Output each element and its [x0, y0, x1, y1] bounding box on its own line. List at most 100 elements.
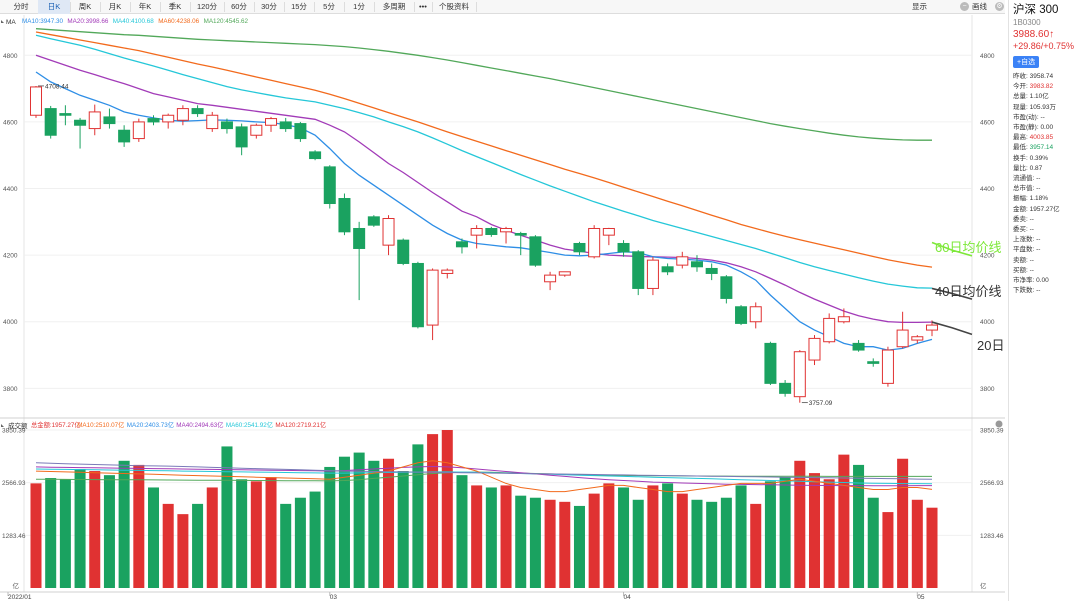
candle-down[interactable]: [353, 227, 366, 249]
volume-bar[interactable]: [882, 512, 894, 588]
volume-bar[interactable]: [412, 444, 424, 588]
volume-bar[interactable]: [265, 477, 277, 588]
volume-bar[interactable]: [397, 471, 409, 588]
candle-up[interactable]: [500, 227, 513, 233]
candle-up[interactable]: [676, 256, 689, 266]
volume-bar[interactable]: [236, 479, 248, 588]
candle-up[interactable]: [426, 269, 439, 326]
volume-bar[interactable]: [177, 514, 189, 588]
volume-bar[interactable]: [74, 468, 86, 588]
volume-bar[interactable]: [103, 475, 115, 588]
tab-2[interactable]: 周K: [78, 2, 92, 11]
candle-down[interactable]: [735, 306, 748, 324]
volume-bar[interactable]: [118, 460, 130, 588]
candle-up[interactable]: [470, 227, 483, 236]
candle-up[interactable]: [925, 324, 939, 331]
volume-bar[interactable]: [867, 497, 879, 588]
candle-down[interactable]: [867, 361, 880, 364]
candle-down[interactable]: [411, 262, 424, 328]
volume-bar[interactable]: [706, 501, 718, 588]
candle-down[interactable]: [220, 121, 233, 130]
candle-up[interactable]: [544, 274, 557, 283]
candle-up[interactable]: [588, 227, 601, 258]
volume-bar[interactable]: [280, 503, 292, 588]
candle-down[interactable]: [147, 118, 160, 123]
candle-up[interactable]: [896, 329, 909, 348]
candle-up[interactable]: [176, 108, 189, 121]
tab-1[interactable]: 日K: [38, 0, 70, 14]
volume-bar[interactable]: [588, 493, 600, 588]
candle-down[interactable]: [118, 129, 131, 143]
candle-down[interactable]: [397, 239, 410, 264]
volume-bar[interactable]: [353, 452, 365, 588]
tab-13[interactable]: •••: [419, 2, 427, 11]
candle-down[interactable]: [59, 113, 72, 116]
volume-bar[interactable]: [662, 483, 674, 588]
candle-down[interactable]: [720, 276, 733, 299]
volume-bar[interactable]: [647, 485, 659, 588]
kline-chart[interactable]: 4800 4800 4600 4600 4400 4400 4200 4200 4000 4000…: [0, 0, 1005, 601]
candle-down[interactable]: [617, 242, 630, 253]
candle-up[interactable]: [881, 349, 894, 384]
collapse-arrow-icon[interactable]: [1, 20, 4, 23]
candle-up[interactable]: [823, 317, 836, 343]
volume-bar[interactable]: [162, 503, 174, 588]
candle-down[interactable]: [764, 342, 777, 384]
candle-down[interactable]: [852, 342, 865, 351]
volume-bar[interactable]: [309, 491, 321, 588]
volume-bar[interactable]: [720, 497, 732, 588]
candle-up[interactable]: [808, 337, 821, 361]
candle-down[interactable]: [309, 151, 322, 160]
candle-down[interactable]: [235, 126, 248, 148]
add-watchlist-button[interactable]: +自选: [1013, 56, 1040, 68]
tab-4[interactable]: 年K: [138, 2, 152, 11]
volume-bar[interactable]: [324, 466, 336, 588]
candle-up[interactable]: [206, 114, 219, 130]
tab-8[interactable]: 30分: [261, 2, 277, 11]
candle-up[interactable]: [441, 269, 454, 274]
tab-9[interactable]: 15分: [291, 2, 307, 11]
volume-bar[interactable]: [529, 497, 541, 588]
volume-bar[interactable]: [192, 503, 204, 588]
candle-up[interactable]: [265, 118, 278, 126]
volume-bar[interactable]: [250, 481, 262, 588]
volume-bar[interactable]: [30, 483, 42, 588]
volume-bar[interactable]: [573, 505, 585, 588]
candle-down[interactable]: [44, 108, 57, 136]
volume-bar[interactable]: [735, 485, 747, 588]
volume-bar[interactable]: [838, 454, 850, 588]
candle-down[interactable]: [485, 227, 498, 235]
volume-bar[interactable]: [89, 471, 101, 588]
volume-bar[interactable]: [823, 479, 835, 588]
candle-up[interactable]: [558, 271, 571, 276]
candle-up[interactable]: [602, 227, 615, 236]
candle-down[interactable]: [705, 267, 718, 274]
volume-bar[interactable]: [441, 430, 453, 588]
tab-11[interactable]: 1分: [353, 2, 365, 11]
volume-bar[interactable]: [338, 456, 350, 588]
volume-bar[interactable]: [632, 499, 644, 588]
volume-bar[interactable]: [794, 460, 806, 588]
candle-down[interactable]: [294, 123, 307, 140]
candle-down[interactable]: [661, 266, 674, 273]
volume-bar[interactable]: [808, 473, 820, 588]
volume-bar[interactable]: [559, 501, 571, 588]
candle-down[interactable]: [455, 241, 468, 248]
candle-up[interactable]: [132, 121, 145, 140]
volume-settings-icon[interactable]: [995, 420, 1003, 428]
volume-bar[interactable]: [691, 499, 703, 588]
candle-down[interactable]: [632, 251, 645, 289]
volume-bar[interactable]: [926, 507, 938, 588]
candle-up[interactable]: [162, 114, 175, 123]
tab-10[interactable]: 5分: [323, 2, 335, 11]
candle-down[interactable]: [573, 242, 586, 253]
volume-bar[interactable]: [456, 475, 468, 588]
volume-bar[interactable]: [500, 485, 512, 588]
tab-5[interactable]: 季K: [168, 2, 182, 11]
volume-bar[interactable]: [59, 479, 71, 588]
volume-bar[interactable]: [897, 458, 909, 588]
tab-6[interactable]: 120分: [196, 2, 217, 11]
volume-bar[interactable]: [45, 478, 57, 588]
candle-up[interactable]: [250, 124, 263, 136]
candle-down[interactable]: [514, 232, 527, 236]
